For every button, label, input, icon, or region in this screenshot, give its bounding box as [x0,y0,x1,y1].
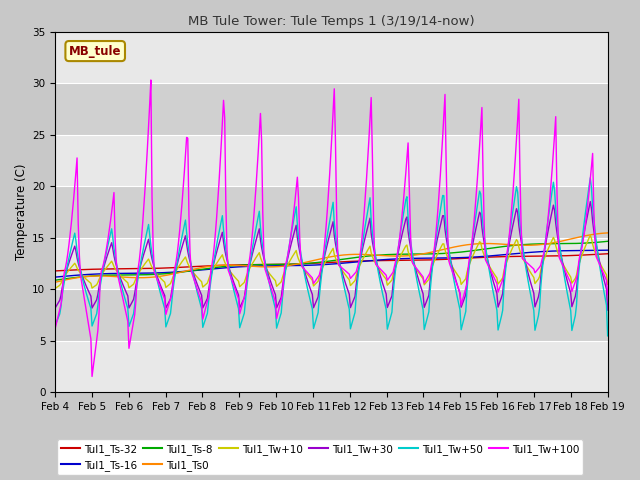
Line: Tul1_Tw+100: Tul1_Tw+100 [55,80,607,376]
Bar [55,289,607,341]
Text: MB_tule: MB_tule [69,45,122,58]
Tul1_Tw+100 [287,236,294,241]
Line: Tul1_Tw+50: Tul1_Tw+50 [55,178,607,336]
Tul1_Tw+30 [387,296,395,301]
Tul1_Tw+30 [586,199,594,204]
Tul1_Tw+10 [604,281,611,287]
Tul1_Tw+50 [604,333,611,339]
Line: Tul1_Tw+30: Tul1_Tw+30 [55,202,607,310]
Tul1_Ts-16 [604,247,611,253]
Tul1_Tw+30 [284,253,292,259]
Tul1_Tw+100 [363,175,371,181]
Tul1_Tw+100 [225,270,233,276]
Tul1_Tw+50 [51,323,59,328]
Tul1_Tw+10 [553,247,561,252]
Tul1_Ts0 [284,263,292,268]
Tul1_Ts-32 [604,251,611,257]
Tul1_Ts-32 [387,258,395,264]
Line: Tul1_Ts0: Tul1_Ts0 [55,233,607,282]
Tul1_Ts-32 [284,262,292,267]
Tul1_Tw+30 [223,257,231,263]
Tul1_Ts-32 [51,268,59,274]
Tul1_Tw+10 [51,286,59,291]
Bar [55,238,607,289]
Tul1_Ts-32 [223,262,231,268]
Tul1_Tw+50 [387,313,395,319]
Tul1_Tw+100 [604,292,611,298]
Tul1_Ts0 [458,243,465,249]
Tul1_Ts-16 [284,263,292,268]
Tul1_Ts-16 [51,274,59,280]
Tul1_Ts-16 [458,255,465,261]
Tul1_Ts-8 [360,253,368,259]
Tul1_Tw+100 [556,254,563,260]
Tul1_Ts0 [387,253,395,259]
Tul1_Ts-8 [51,277,59,283]
Line: Tul1_Tw+10: Tul1_Tw+10 [55,235,607,288]
Tul1_Ts-16 [553,248,561,254]
Tul1_Tw+50 [223,254,231,260]
Tul1_Tw+10 [387,278,395,284]
Tul1_Ts-8 [387,252,395,257]
Tul1_Tw+50 [284,250,292,255]
Bar [55,32,607,84]
Tul1_Ts-32 [553,253,561,259]
Tul1_Tw+50 [586,175,594,180]
Tul1_Ts0 [604,230,611,236]
Bar [55,135,607,186]
Legend: Tul1_Ts-32, Tul1_Ts-16, Tul1_Ts-8, Tul1_Ts0, Tul1_Tw+10, Tul1_Tw+30, Tul1_Tw+50,: Tul1_Ts-32, Tul1_Ts-16, Tul1_Ts-8, Tul1_… [57,439,583,475]
Tul1_Tw+100 [460,294,467,300]
Tul1_Ts-8 [458,249,465,255]
Tul1_Tw+50 [458,327,465,333]
Bar [55,84,607,135]
Tul1_Ts-8 [553,241,561,247]
Tul1_Tw+100 [51,326,59,332]
Tul1_Ts-8 [284,262,292,267]
Tul1_Tw+30 [553,229,561,235]
Tul1_Ts-16 [387,256,395,262]
Tul1_Tw+100 [389,269,397,275]
Tul1_Tw+10 [586,232,594,238]
Bar [55,341,607,393]
Line: Tul1_Ts-32: Tul1_Ts-32 [55,254,607,271]
Tul1_Ts-32 [458,256,465,262]
Tul1_Tw+30 [458,304,465,310]
Tul1_Tw+50 [360,229,368,235]
Line: Tul1_Ts-8: Tul1_Ts-8 [55,241,607,280]
Tul1_Tw+30 [604,307,611,313]
Tul1_Tw+100 [147,77,155,83]
Tul1_Ts-16 [360,258,368,264]
Tul1_Ts0 [360,252,368,257]
Tul1_Tw+50 [553,218,561,224]
Tul1_Ts-8 [223,264,231,269]
Title: MB Tule Tower: Tule Temps 1 (3/19/14-now): MB Tule Tower: Tule Temps 1 (3/19/14-now… [188,15,475,28]
Tul1_Tw+10 [360,253,368,259]
Tul1_Ts0 [51,279,59,285]
Tul1_Tw+10 [284,261,292,267]
Tul1_Tw+100 [88,373,96,379]
Tul1_Tw+30 [51,305,59,311]
Y-axis label: Temperature (C): Temperature (C) [15,164,28,261]
Tul1_Ts0 [223,262,231,268]
Tul1_Ts-16 [223,265,231,271]
Bar [55,186,607,238]
Tul1_Ts0 [553,239,561,245]
Tul1_Tw+10 [223,264,231,269]
Tul1_Ts-32 [360,258,368,264]
Tul1_Ts-8 [604,239,611,244]
Tul1_Tw+10 [458,281,465,287]
Tul1_Tw+30 [360,239,368,244]
Line: Tul1_Ts-16: Tul1_Ts-16 [55,250,607,277]
